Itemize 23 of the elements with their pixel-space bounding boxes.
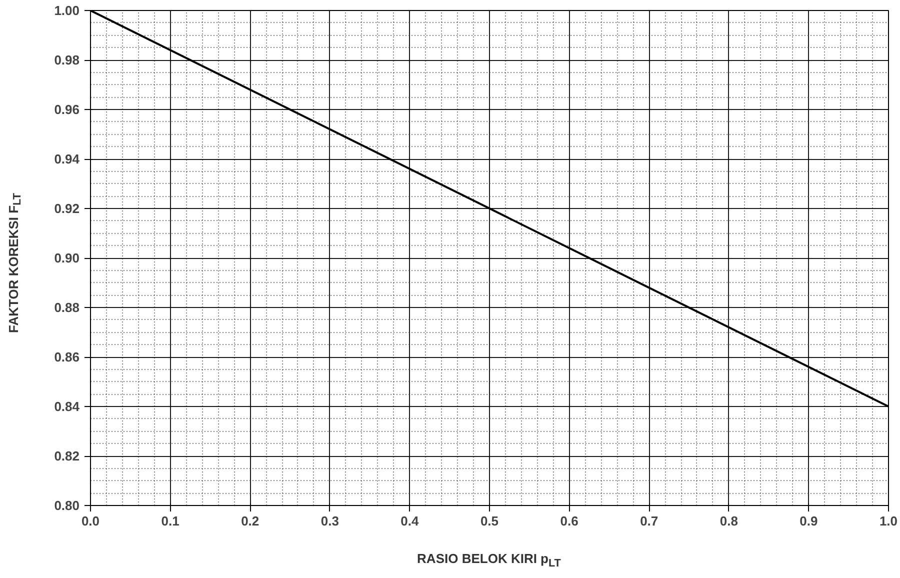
- x-axis-title: RASIO BELOK KIRI p$_{LT}$: [417, 550, 561, 572]
- y-tick-label: 0.82: [54, 448, 80, 464]
- x-tick-label: 0.2: [241, 514, 260, 528]
- y-tick-label: 0.88: [54, 300, 80, 315]
- x-tick-label: 0.7: [640, 514, 658, 528]
- x-tick-label: 1.0: [879, 514, 898, 528]
- x-tick-label: 0.5: [480, 514, 499, 528]
- x-tick-label: 0.9: [800, 514, 818, 528]
- y-tick-label: 0.90: [54, 250, 80, 266]
- x-tick-label: 0.6: [560, 514, 578, 528]
- x-tick-label: 0.0: [81, 514, 100, 528]
- x-tick-label: 0.3: [320, 514, 339, 528]
- y-tick-label: 0.84: [54, 399, 80, 414]
- x-tick-label: 0.4: [400, 514, 420, 528]
- x-tick-label: 0.1: [161, 514, 180, 528]
- y-tick-label: 0.98: [54, 52, 80, 68]
- y-tick-label: 0.80: [54, 498, 80, 513]
- y-tick-label: 0.92: [54, 201, 80, 216]
- y-tick-label: 0.86: [54, 350, 80, 364]
- y-tick-label: 0.96: [54, 102, 80, 117]
- x-tick-label: 0.8: [720, 514, 738, 528]
- y-tick-label: 0.94: [54, 152, 80, 166]
- y-tick-label: 1.00: [54, 3, 80, 18]
